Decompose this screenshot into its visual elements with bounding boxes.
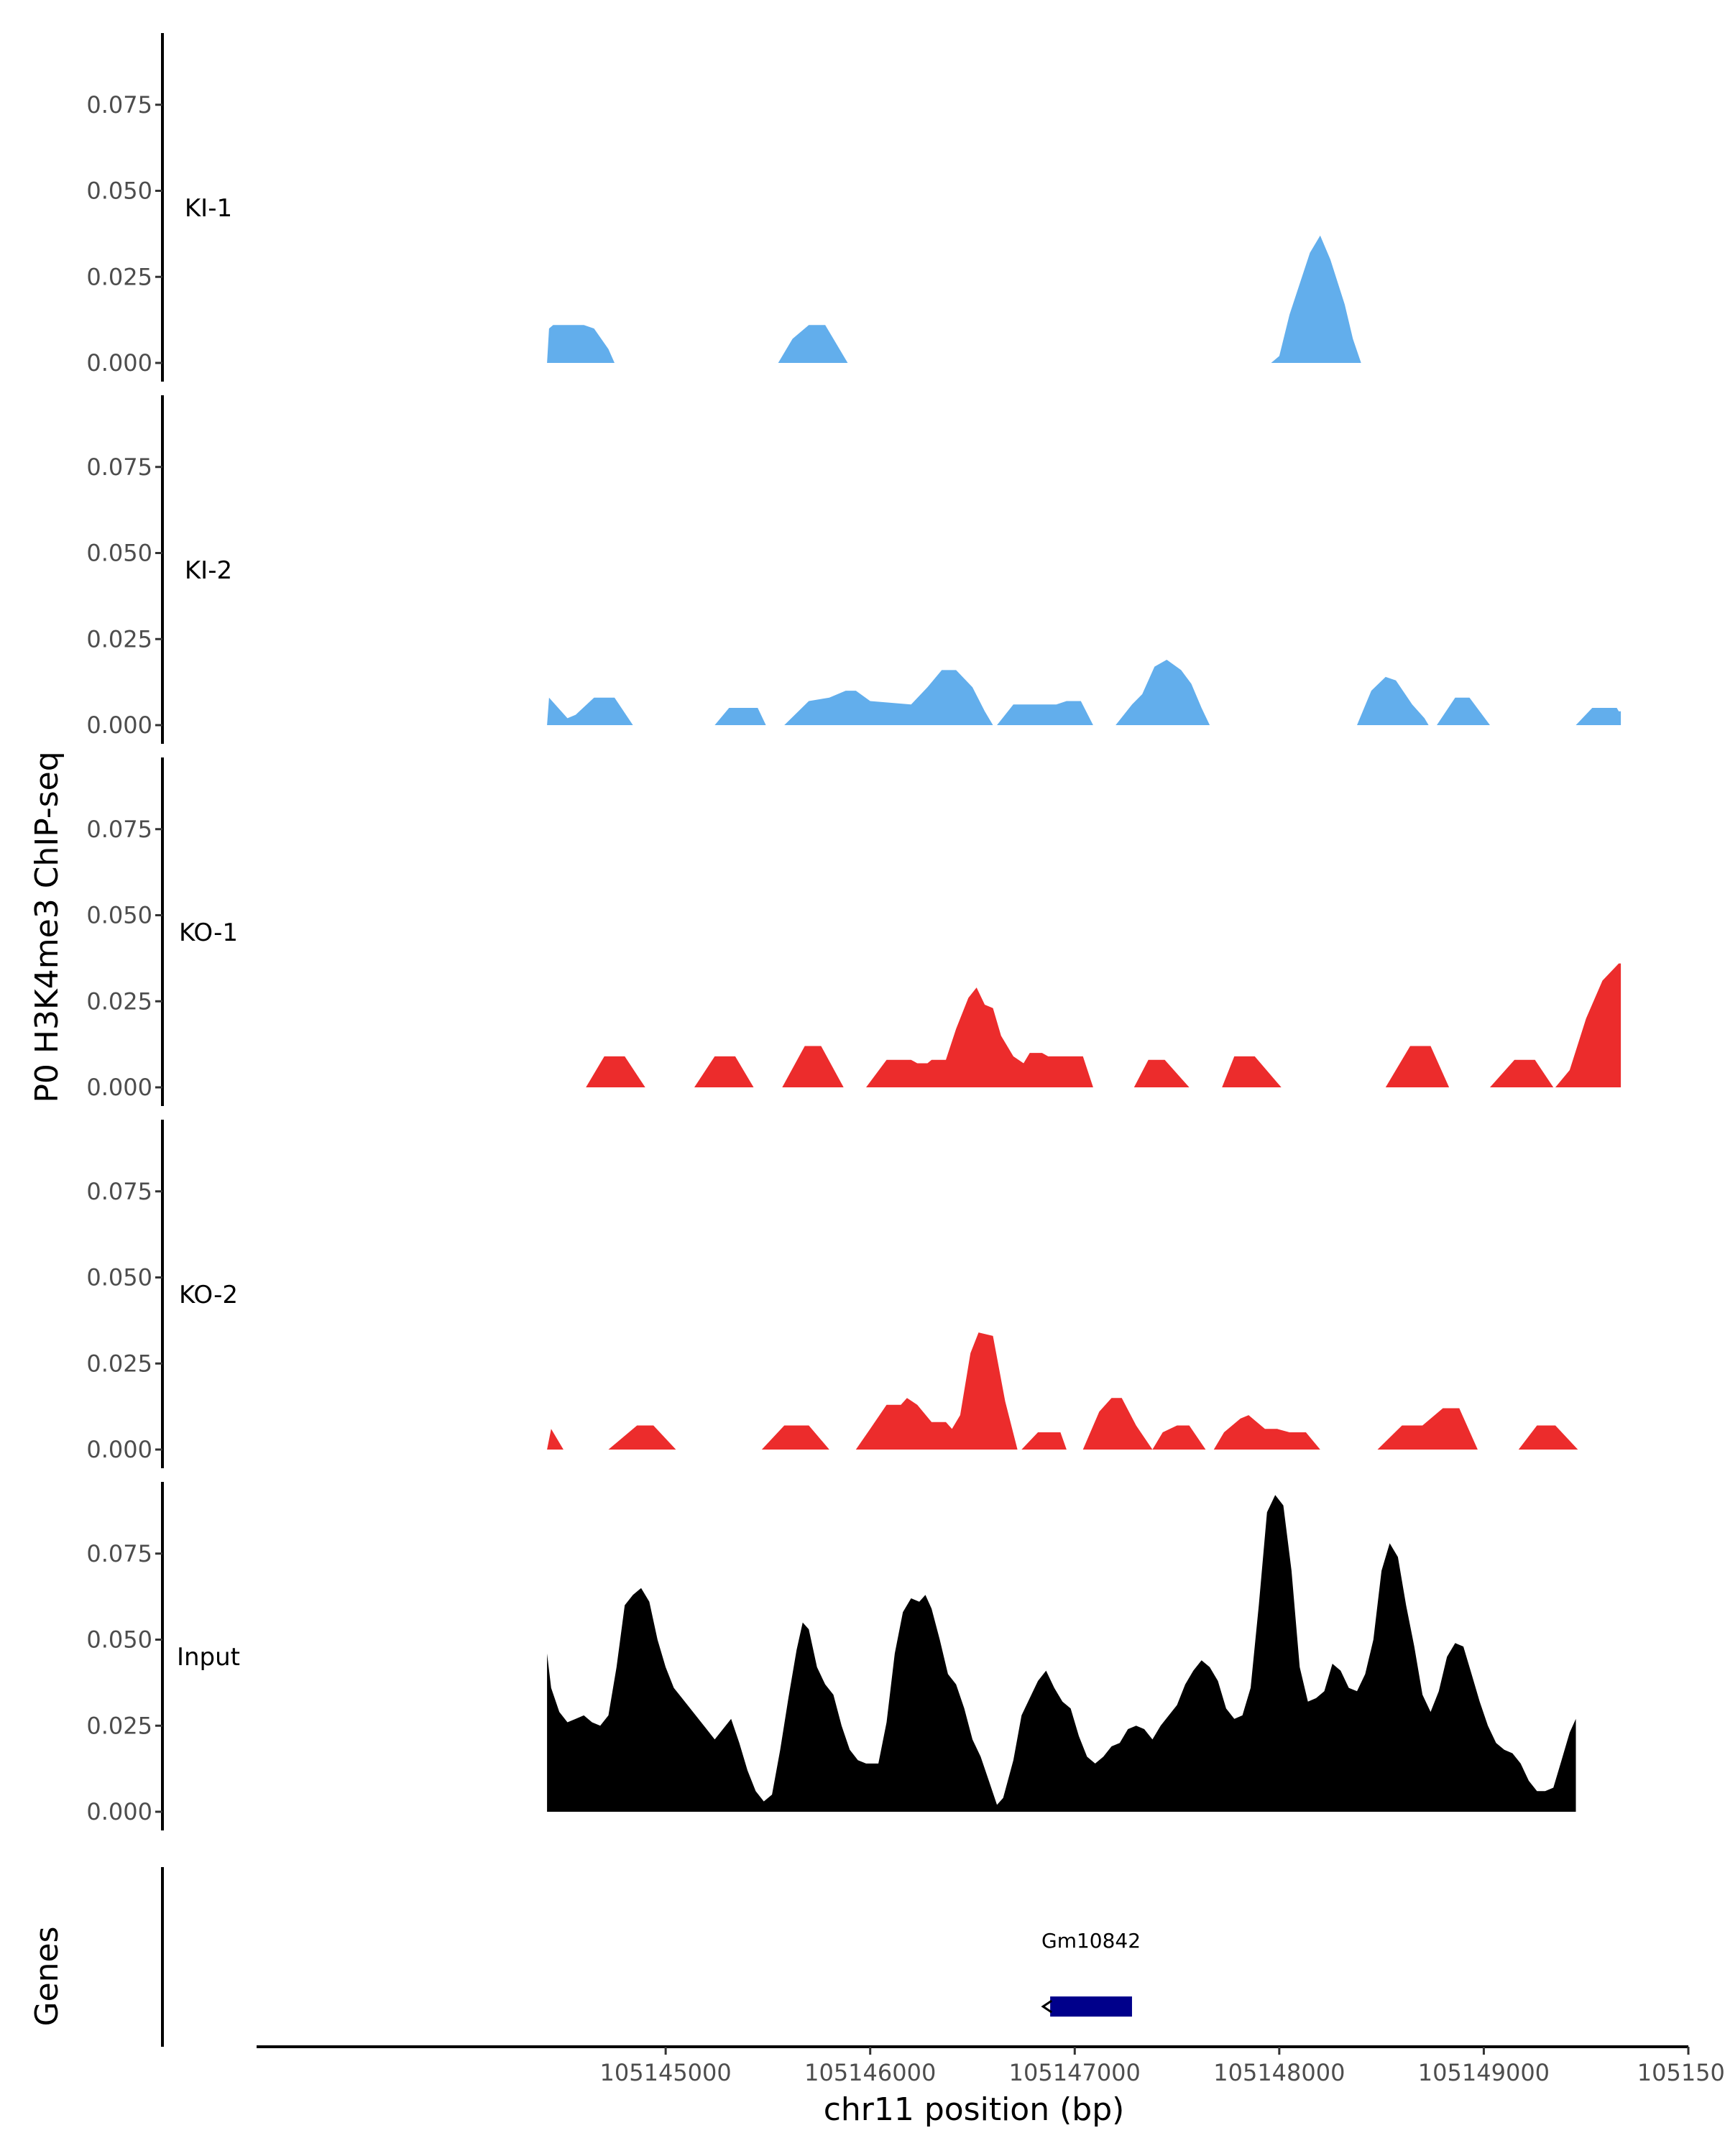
track-label: KI-2 — [185, 556, 232, 585]
x-axis-title: chr11 position (bp) — [824, 2091, 1125, 2128]
track-label: Input — [177, 1643, 240, 1672]
y-tick-label: 0.050 — [86, 902, 152, 929]
track-label: KO-1 — [179, 918, 238, 947]
signal-tracks: 0.0000.0250.0500.075KI-10.0000.0250.0500… — [86, 33, 1622, 1830]
x-tick-label: 105147000 — [1009, 2059, 1141, 2086]
genes-track-title: Genes — [29, 1926, 65, 2026]
gene-gm10842: Gm10842 — [1041, 1929, 1141, 2017]
y-tick-label: 0.025 — [86, 1350, 152, 1377]
track-ki-1: 0.000 0.025 0.050 0.075 KI-1 — [86, 33, 1361, 382]
y-tick-label: 0.075 — [86, 816, 152, 843]
x-tick-label: 1051500 — [1637, 2059, 1725, 2086]
track-area-ki-1 — [547, 235, 1361, 363]
y-tick-label: 0.025 — [86, 625, 152, 653]
track-ki-2: 0.000 0.025 0.050 0.075 KI-2 — [86, 395, 1622, 744]
track-input: 0.000 0.025 0.050 0.075 Input — [86, 1482, 1576, 1830]
track-label: KI-1 — [185, 194, 232, 223]
y-tick-label: 0.000 — [86, 1074, 152, 1101]
y-tick-label: 0.075 — [86, 1178, 152, 1205]
track-area-ko-1 — [586, 963, 1622, 1087]
y-tick-label: 0.050 — [86, 540, 152, 567]
track-ko-2: 0.000 0.025 0.050 0.075 KO-2 — [86, 1120, 1578, 1468]
gene-body — [1050, 1996, 1132, 2017]
track-ko-1: 0.000 0.025 0.050 0.075 KO-1 — [86, 757, 1622, 1106]
y-tick-label: 0.000 — [86, 711, 152, 739]
y-tick-label: 0.075 — [86, 91, 152, 119]
y-tick-label: 0.050 — [86, 1264, 152, 1291]
gene-track: Gm10842 — [161, 1867, 1141, 2047]
y-tick-label: 0.075 — [86, 453, 152, 481]
y-tick-label: 0.050 — [86, 178, 152, 205]
y-tick-label: 0.000 — [86, 349, 152, 377]
y-axis-title: P0 H3K4me3 ChIP-seq — [29, 751, 65, 1102]
gene-label: Gm10842 — [1041, 1929, 1141, 1953]
x-tick-label: 105148000 — [1213, 2059, 1345, 2086]
y-tick-label: 0.000 — [86, 1798, 152, 1825]
track-area-input — [547, 1495, 1576, 1812]
track-area-ki-2 — [547, 660, 1622, 725]
y-tick-label: 0.075 — [86, 1540, 152, 1567]
track-label: KO-2 — [179, 1281, 238, 1309]
y-tick-label: 0.025 — [86, 1712, 152, 1739]
x-tick-label: 105146000 — [804, 2059, 936, 2086]
x-tick-label: 105145000 — [600, 2059, 732, 2086]
y-tick-label: 0.000 — [86, 1436, 152, 1463]
x-tick-label: 105149000 — [1418, 2059, 1550, 2086]
track-area-ko-2 — [547, 1332, 1578, 1450]
y-tick-label: 0.025 — [86, 987, 152, 1015]
strand-arrow-icon — [1041, 1999, 1052, 2014]
y-tick-label: 0.025 — [86, 263, 152, 290]
x-axis: 105145000 105146000 105147000 105148000 1051… — [257, 2045, 1725, 2086]
y-tick-label: 0.050 — [86, 1626, 152, 1654]
